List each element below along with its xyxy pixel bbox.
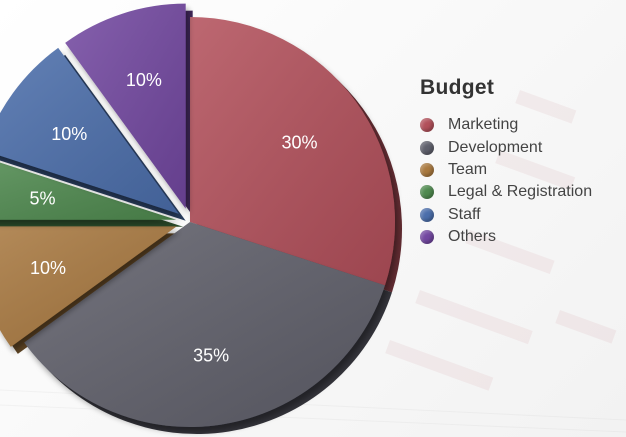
legend-item-team: Team	[420, 159, 592, 181]
slice-label-legal-registration: 5%	[30, 189, 56, 209]
pie-slice-sheen	[65, 3, 186, 209]
legend-label: Team	[448, 160, 488, 178]
legend-label: Marketing	[448, 116, 519, 134]
pie-slice-sheen	[0, 226, 177, 347]
slice-label-marketing: 30%	[281, 132, 317, 152]
legend-label: Development	[448, 138, 543, 156]
chart-title: Budget	[420, 76, 495, 99]
slice-label-staff: 10%	[51, 124, 87, 144]
legend-swatch	[420, 207, 434, 222]
legend-swatch	[420, 230, 434, 245]
legend-swatch	[420, 118, 434, 133]
legend-swatch	[420, 162, 434, 177]
legend-item-others: Others	[420, 226, 592, 248]
legend-list: Marketing Development Team Legal & Registra…	[420, 114, 592, 248]
slice-label-others: 10%	[126, 70, 162, 90]
legend-item-marketing: Marketing	[420, 114, 592, 136]
legend-item-staff: Staff	[420, 204, 592, 226]
pie-slice-sheen	[190, 17, 395, 286]
legend-item-development: Development	[420, 136, 592, 158]
legend-label: Legal & Registration	[448, 183, 593, 201]
pie-slice-sheen	[0, 162, 177, 220]
slice-label-team: 10%	[30, 258, 66, 278]
legend-swatch	[420, 185, 434, 200]
legend-label: Staff	[448, 205, 481, 223]
chart-legend: Budget Marketing Development Team Legal & R…	[420, 76, 592, 248]
legend-item-legal-registration: Legal & Registration	[420, 181, 592, 203]
slice-label-development: 35%	[193, 346, 229, 366]
pie-slice-sheen	[24, 222, 385, 428]
pie-slice-sheen	[0, 47, 179, 214]
legend-swatch	[420, 140, 434, 155]
legend-label: Others	[448, 228, 497, 246]
